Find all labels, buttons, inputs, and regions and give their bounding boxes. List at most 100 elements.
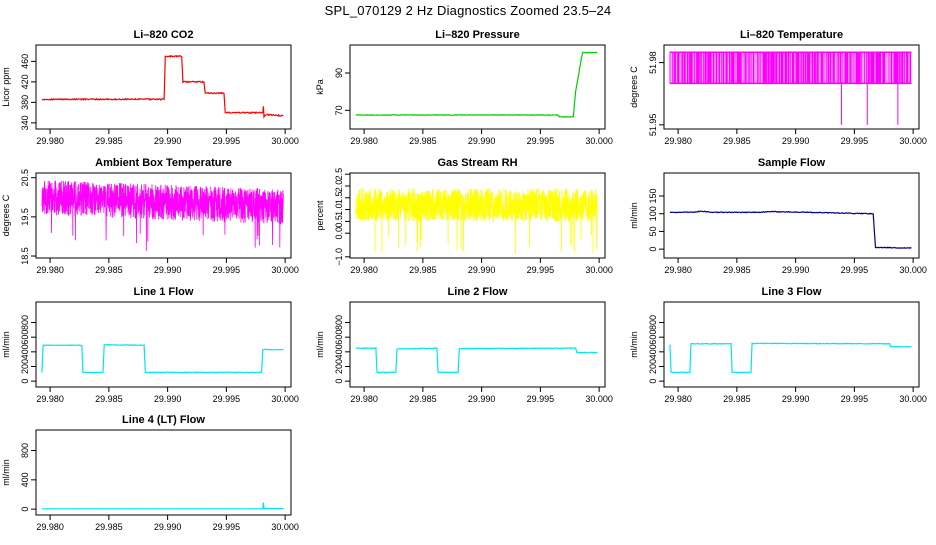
y-axis-label: ml/min bbox=[629, 202, 639, 229]
x-tick-label: 29.985 bbox=[95, 522, 123, 532]
y-tick-label: 2.5 bbox=[334, 168, 344, 181]
y-tick-label: 800 bbox=[20, 315, 30, 330]
x-tick-label: 30.000 bbox=[585, 394, 613, 404]
y-tick-label: 800 bbox=[334, 315, 344, 330]
y-tick-label: 0.0 bbox=[334, 227, 344, 240]
y-tick-label: 0 bbox=[648, 247, 658, 252]
chart-title: Line 1 Flow bbox=[134, 286, 194, 298]
series-line bbox=[669, 210, 912, 249]
series-line bbox=[41, 502, 284, 510]
chart-panel: Line 4 (LT) Flow ml/min 29.980 29.985 29.990… bbox=[1, 414, 299, 532]
x-tick-label: 29.980 bbox=[664, 265, 692, 275]
series-line bbox=[41, 343, 284, 374]
chart-title: Li–820 CO2 bbox=[134, 29, 194, 41]
x-tick-label: 29.980 bbox=[36, 265, 64, 275]
y-tick-label: 600 bbox=[20, 330, 30, 345]
plot-area bbox=[355, 346, 598, 374]
y-tick-label: 18.5 bbox=[20, 247, 30, 265]
x-tick-label: 29.995 bbox=[213, 265, 241, 275]
y-tick-label: 90 bbox=[334, 68, 344, 78]
x-tick-label: 30.000 bbox=[585, 265, 613, 275]
y-tick-label: 400 bbox=[334, 344, 344, 359]
plot-frame bbox=[35, 44, 292, 130]
y-tick-label: 0.5 bbox=[334, 215, 344, 228]
plot-frame bbox=[35, 172, 292, 259]
x-tick-label: 29.995 bbox=[841, 265, 869, 275]
plot-area bbox=[41, 54, 284, 119]
y-tick-label: 600 bbox=[648, 330, 658, 345]
y-tick-label: 800 bbox=[648, 315, 658, 330]
x-tick-label: 30.000 bbox=[899, 265, 927, 275]
series-spikes bbox=[669, 52, 912, 84]
chart-panel: Gas Stream RH percent 29.980 29.985 29.990 29… bbox=[315, 157, 613, 275]
y-tick-label: 2.0 bbox=[334, 180, 344, 193]
series-line bbox=[355, 188, 598, 255]
plot-area bbox=[355, 188, 598, 255]
x-tick-label: 29.995 bbox=[213, 522, 241, 532]
y-tick-label: 200 bbox=[20, 359, 30, 374]
x-tick-label: 29.995 bbox=[841, 394, 869, 404]
x-tick-label: 30.000 bbox=[271, 136, 299, 146]
y-axis-label: ml/min bbox=[629, 331, 639, 358]
y-tick-label: −1.0 bbox=[334, 248, 344, 266]
y-tick-label: 20.5 bbox=[20, 169, 30, 187]
y-tick-label: 51.98 bbox=[648, 51, 658, 74]
figure-title: SPL_070129 2 Hz Diagnostics Zoomed 23.5–… bbox=[324, 3, 612, 18]
x-tick-label: 29.990 bbox=[468, 394, 496, 404]
chart-panel: Line 3 Flow ml/min 29.980 29.985 29.990 29.99… bbox=[629, 286, 927, 404]
x-tick-label: 30.000 bbox=[899, 394, 927, 404]
plot-area bbox=[669, 51, 912, 125]
chart-panel: Li–820 CO2 Licor ppm 29.980 29.985 29.990 29.… bbox=[1, 29, 299, 146]
series-line bbox=[355, 346, 598, 374]
y-tick-label: 340 bbox=[20, 115, 30, 130]
x-tick-label: 29.985 bbox=[723, 136, 751, 146]
y-axis-label: ml/min bbox=[1, 331, 11, 358]
x-tick-label: 29.995 bbox=[841, 136, 869, 146]
x-tick-label: 29.990 bbox=[154, 522, 182, 532]
series-line bbox=[355, 51, 598, 118]
y-tick-label: 400 bbox=[20, 344, 30, 359]
y-axis-label: Licor ppm bbox=[1, 67, 11, 107]
x-tick-label: 29.985 bbox=[723, 265, 751, 275]
x-tick-label: 29.980 bbox=[664, 394, 692, 404]
plot-frame bbox=[349, 301, 606, 388]
y-tick-label: 420 bbox=[20, 74, 30, 89]
y-axis-label: degrees C bbox=[1, 194, 11, 236]
x-tick-label: 29.980 bbox=[36, 394, 64, 404]
x-tick-label: 29.995 bbox=[527, 394, 555, 404]
y-tick-label: 200 bbox=[334, 359, 344, 374]
y-tick-label: 19.5 bbox=[20, 208, 30, 226]
x-tick-label: 29.980 bbox=[664, 136, 692, 146]
chart-title: Line 3 Flow bbox=[762, 286, 822, 298]
y-tick-label: 800 bbox=[20, 443, 30, 458]
y-tick-label: 0 bbox=[20, 379, 30, 384]
x-tick-label: 29.990 bbox=[468, 265, 496, 275]
x-tick-label: 29.990 bbox=[468, 136, 496, 146]
x-tick-label: 29.985 bbox=[409, 136, 437, 146]
y-tick-label: 1.5 bbox=[334, 192, 344, 205]
plot-area bbox=[41, 502, 284, 510]
y-axis-label: degrees C bbox=[629, 66, 639, 108]
x-tick-label: 29.985 bbox=[723, 394, 751, 404]
x-tick-label: 29.990 bbox=[154, 265, 182, 275]
chart-title: Ambient Box Temperature bbox=[95, 157, 232, 169]
plot-frame bbox=[663, 44, 920, 130]
chart-panel: Sample Flow ml/min 29.980 29.985 29.990 29.99… bbox=[629, 157, 927, 275]
chart-panel: Li–820 Temperature degrees C 29.980 29.985 2… bbox=[629, 29, 927, 146]
chart-title: Gas Stream RH bbox=[437, 157, 517, 169]
plot-area bbox=[41, 343, 284, 374]
plot-frame bbox=[663, 301, 920, 388]
chart-title: Li–820 Temperature bbox=[740, 29, 843, 41]
plot-frame bbox=[35, 429, 292, 516]
plot-frame bbox=[349, 44, 606, 130]
y-tick-label: 0 bbox=[334, 379, 344, 384]
x-tick-label: 29.995 bbox=[213, 136, 241, 146]
plot-area bbox=[669, 210, 912, 249]
x-tick-label: 29.980 bbox=[36, 136, 64, 146]
y-axis-label: percent bbox=[315, 200, 325, 231]
y-axis-label: ml/min bbox=[1, 459, 11, 486]
chart-title: Line 4 (LT) Flow bbox=[122, 414, 205, 426]
series-line bbox=[41, 54, 284, 119]
